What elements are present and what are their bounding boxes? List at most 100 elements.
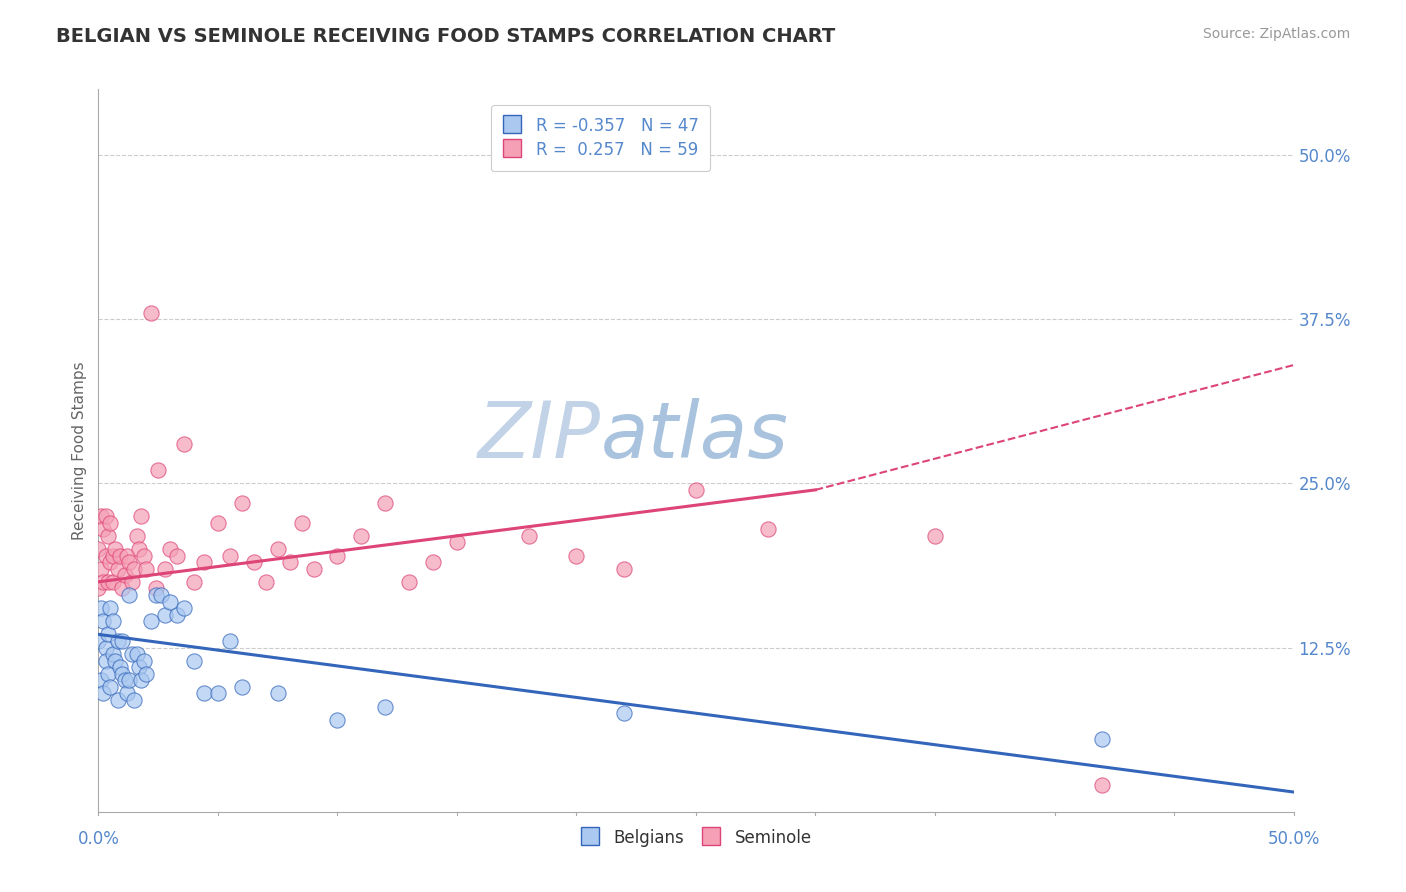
Legend: Belgians, Seminole: Belgians, Seminole (574, 822, 818, 854)
Point (131, 509, 153, 524)
Point (118, 555, 141, 569)
Point (114, 673, 136, 688)
Point (374, 699, 396, 714)
Point (613, 562, 636, 576)
Point (166, 549, 188, 563)
Point (91, 522, 114, 536)
Point (374, 496, 396, 510)
Point (145, 582, 167, 596)
Point (148, 463, 170, 477)
Point (139, 614, 162, 628)
Point (145, 588, 167, 602)
Point (98, 555, 122, 569)
Point (267, 686, 290, 700)
Point (94, 640, 117, 655)
Point (193, 555, 215, 569)
Point (107, 693, 129, 707)
Point (350, 529, 373, 543)
Point (101, 574, 124, 589)
Point (149, 588, 172, 602)
Point (924, 529, 946, 543)
Point (94, 654, 117, 668)
Point (183, 654, 205, 668)
Point (111, 666, 134, 681)
Point (166, 607, 188, 622)
Point (613, 706, 636, 721)
Point (132, 549, 155, 563)
Point (121, 574, 143, 589)
Point (446, 535, 468, 549)
Text: BELGIAN VS SEMINOLE RECEIVING FOOD STAMPS CORRELATION CHART: BELGIAN VS SEMINOLE RECEIVING FOOD STAMP… (56, 27, 835, 45)
Point (91, 614, 114, 628)
Point (159, 541, 181, 556)
Point (756, 522, 779, 536)
Point (104, 654, 127, 668)
Point (114, 568, 136, 582)
Point (94, 509, 117, 524)
Point (101, 647, 124, 661)
Point (139, 305, 162, 319)
Point (193, 686, 215, 700)
Point (124, 562, 146, 576)
Point (398, 574, 420, 589)
Text: Source: ZipAtlas.com: Source: ZipAtlas.com (1202, 27, 1350, 41)
Point (291, 516, 314, 530)
Point (111, 634, 134, 648)
Point (243, 555, 266, 569)
Point (107, 634, 129, 648)
Point (131, 673, 153, 688)
Point (565, 549, 588, 563)
Point (219, 549, 242, 563)
Point (125, 529, 148, 543)
Point (107, 562, 129, 576)
Point (97, 666, 120, 681)
Text: 50.0%: 50.0% (1267, 830, 1320, 847)
Point (121, 647, 143, 661)
Point (517, 529, 540, 543)
Point (173, 601, 195, 615)
Point (87, 582, 110, 596)
Point (125, 647, 148, 661)
Point (219, 634, 242, 648)
Point (91, 574, 114, 589)
Point (101, 549, 124, 563)
Point (118, 673, 141, 688)
Point (207, 686, 229, 700)
Point (173, 437, 195, 451)
Point (115, 686, 138, 700)
Point (97, 574, 120, 589)
Point (1091, 779, 1114, 793)
Point (104, 541, 127, 556)
Point (183, 574, 205, 589)
Point (87, 634, 110, 648)
Point (1091, 732, 1114, 747)
Point (108, 549, 131, 563)
Point (685, 483, 707, 497)
Point (422, 555, 444, 569)
Y-axis label: Receiving Food Stamps: Receiving Food Stamps (72, 361, 87, 540)
Point (128, 541, 150, 556)
Point (101, 614, 124, 628)
Point (278, 555, 301, 569)
Point (90, 601, 112, 615)
Text: atlas: atlas (600, 398, 789, 474)
Point (326, 549, 349, 563)
Point (90, 562, 112, 576)
Point (132, 654, 155, 668)
Point (115, 549, 138, 563)
Point (302, 562, 325, 576)
Point (108, 660, 131, 674)
Text: ZIP: ZIP (478, 398, 600, 474)
Point (91, 686, 114, 700)
Point (87, 541, 110, 556)
Point (207, 516, 229, 530)
Point (159, 594, 181, 608)
Point (128, 660, 150, 674)
Point (111, 582, 134, 596)
Point (124, 693, 146, 707)
Point (267, 541, 290, 556)
Point (231, 680, 253, 694)
Text: 0.0%: 0.0% (77, 830, 120, 847)
Point (326, 713, 349, 727)
Point (155, 562, 177, 576)
